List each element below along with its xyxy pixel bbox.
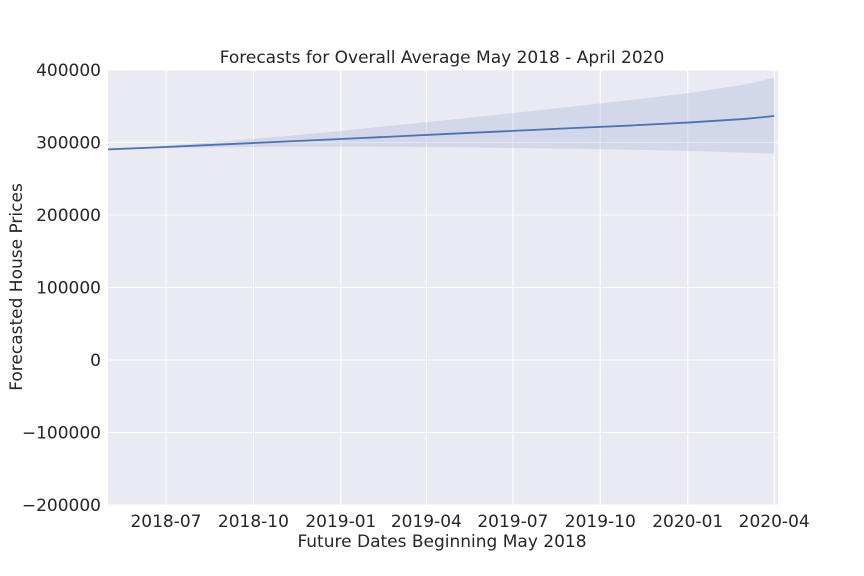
x-tick-label: 2018-07 xyxy=(130,512,201,532)
y-tick-label: 300000 xyxy=(36,134,101,154)
x-axis-ticks: 2018-07 2018-10 2019-01 2019-04 2019-07 2019-… xyxy=(130,512,809,532)
confidence-band xyxy=(108,77,775,154)
x-tick-label: 2019-04 xyxy=(391,512,462,532)
x-tick-label: 2020-04 xyxy=(739,512,810,532)
y-axis-ticks: 400000 300000 200000 100000 0 −100000 −200000 xyxy=(22,61,101,516)
x-tick-label: 2019-10 xyxy=(565,512,636,532)
y-axis-label: Forecasted House Prices xyxy=(7,183,27,391)
x-tick-label: 2020-01 xyxy=(652,512,723,532)
x-axis-label: Future Dates Beginning May 2018 xyxy=(297,532,586,552)
x-tick-label: 2018-10 xyxy=(218,512,289,532)
confidence-band-layer xyxy=(108,77,775,154)
y-tick-label: 400000 xyxy=(36,61,101,81)
y-tick-label: −100000 xyxy=(22,424,101,444)
forecast-line-layer xyxy=(107,115,775,151)
y-tick-label: −200000 xyxy=(22,496,101,516)
x-tick-label: 2019-07 xyxy=(477,512,548,532)
y-tick-label: 0 xyxy=(90,351,101,371)
forecast-line xyxy=(107,115,775,151)
x-tick-label: 2019-01 xyxy=(305,512,376,532)
y-tick-label: 200000 xyxy=(36,206,101,226)
chart-title: Forecasts for Overall Average May 2018 -… xyxy=(220,48,665,68)
y-tick-label: 100000 xyxy=(36,279,101,299)
